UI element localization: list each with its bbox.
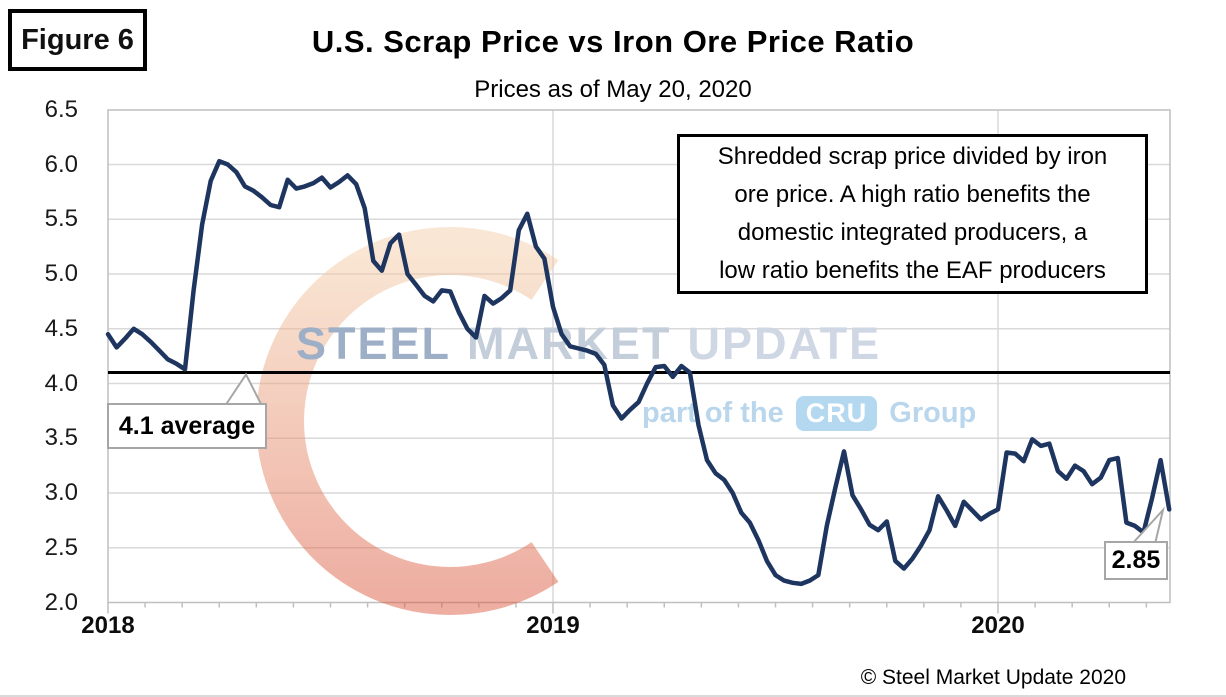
y-axis-label: 6.5 xyxy=(44,95,78,123)
x-axis-label: 2018 xyxy=(81,612,135,639)
x-axis-label: 2019 xyxy=(526,612,580,639)
figure-label-text: Figure 6 xyxy=(21,23,134,56)
watermark-tagline: part of the CRU Group xyxy=(642,396,976,431)
info-box-line: domestic integrated producers, a xyxy=(737,219,1088,246)
info-box: Shredded scrap price divided by iron ore… xyxy=(677,134,1148,294)
info-box-line: ore price. A high ratio benefits the xyxy=(734,181,1091,208)
copyright: © Steel Market Update 2020 xyxy=(860,666,1126,689)
y-axis-label: 4.0 xyxy=(44,369,78,397)
watermark-tagline-suffix: Group xyxy=(889,397,977,429)
info-box-line: low ratio benefits the EAF producers xyxy=(719,257,1106,284)
y-axis-label: 2.0 xyxy=(44,588,78,616)
watermark-tagline-prefix: part of the xyxy=(642,397,784,429)
y-axis-label: 3.5 xyxy=(44,424,78,452)
y-axis-label: 5.5 xyxy=(44,205,78,233)
watermark-cru-badge: CRU xyxy=(795,396,878,431)
chart-subtitle: Prices as of May 20, 2020 xyxy=(474,76,752,103)
watermark-word-update: UPDATE xyxy=(687,318,882,369)
y-axis-label: 3.0 xyxy=(44,479,78,506)
y-axis-label: 5.0 xyxy=(44,260,78,287)
y-axis-label: 2.5 xyxy=(44,533,78,561)
last-value-callout: 2.85 xyxy=(1104,541,1168,580)
chart-title: U.S. Scrap Price vs Iron Ore Price Ratio xyxy=(311,24,915,59)
y-axis-label: 6.0 xyxy=(44,150,78,178)
info-box-line: Shredded scrap price divided by iron xyxy=(717,143,1108,170)
figure-label: Figure 6 xyxy=(8,9,147,71)
watermark-word-steel: STEEL xyxy=(296,318,452,369)
y-axis-label: 4.5 xyxy=(44,314,78,342)
x-axis-label: 2020 xyxy=(971,612,1025,639)
average-callout: 4.1 average xyxy=(107,403,267,449)
